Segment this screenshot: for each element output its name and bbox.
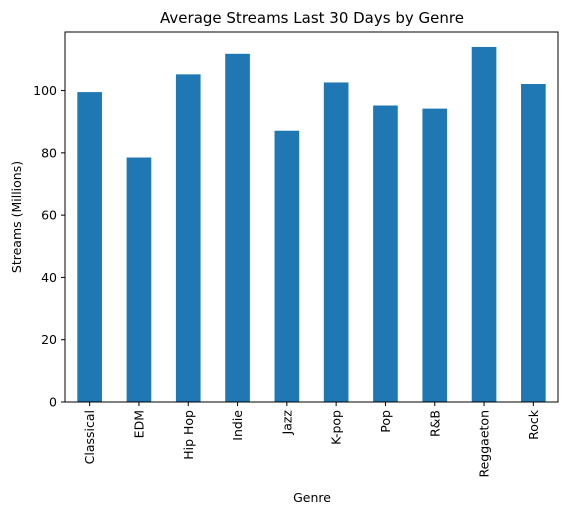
x-tick-label-classical: Classical xyxy=(82,410,97,464)
plot-frame xyxy=(64,31,559,403)
x-tick-label-jazz: Jazz xyxy=(279,410,294,436)
bar-r-b xyxy=(422,108,448,403)
bar-reggaeton xyxy=(471,46,497,402)
bar-indie xyxy=(225,53,250,403)
x-tick-label-rock: Rock xyxy=(526,409,541,440)
y-tick-label-100: 100 xyxy=(33,83,57,98)
y-tick-label-0: 0 xyxy=(49,395,57,410)
x-tick-label-pop: Pop xyxy=(378,410,393,433)
x-tick-label-k-pop: K-pop xyxy=(329,410,344,445)
x-tick-label-edm: EDM xyxy=(131,410,146,438)
bar-pop xyxy=(373,105,398,403)
x-tick-label-hip-hop: Hip Hop xyxy=(181,410,196,460)
x-axis-label: Genre xyxy=(293,490,331,505)
y-tick-label-60: 60 xyxy=(41,208,57,223)
y-tick-label-40: 40 xyxy=(41,270,57,285)
x-tick-label-reggaeton: Reggaeton xyxy=(477,410,492,478)
bar-k-pop xyxy=(323,82,349,403)
y-axis-ticks: 0 20 40 60 80 100 xyxy=(33,83,65,410)
bar-group xyxy=(77,46,546,403)
x-tick-label-r-b: R&B xyxy=(427,410,442,437)
bar-hip-hop xyxy=(175,74,201,402)
bar-jazz xyxy=(274,130,300,403)
bar-rock xyxy=(521,84,546,403)
y-tick-label-80: 80 xyxy=(41,145,57,160)
bar-classical xyxy=(77,92,102,402)
y-axis-label: Streams (Millions) xyxy=(9,161,24,273)
x-tick-label-indie: Indie xyxy=(230,410,245,441)
bar-edm xyxy=(126,157,152,402)
y-tick-label-20: 20 xyxy=(41,332,57,347)
x-axis-ticks: Classical EDM Hip Hop Indie Jazz K-pop Pop R&B R… xyxy=(82,402,541,478)
chart-title: Average Streams Last 30 Days by Genre xyxy=(160,9,464,27)
